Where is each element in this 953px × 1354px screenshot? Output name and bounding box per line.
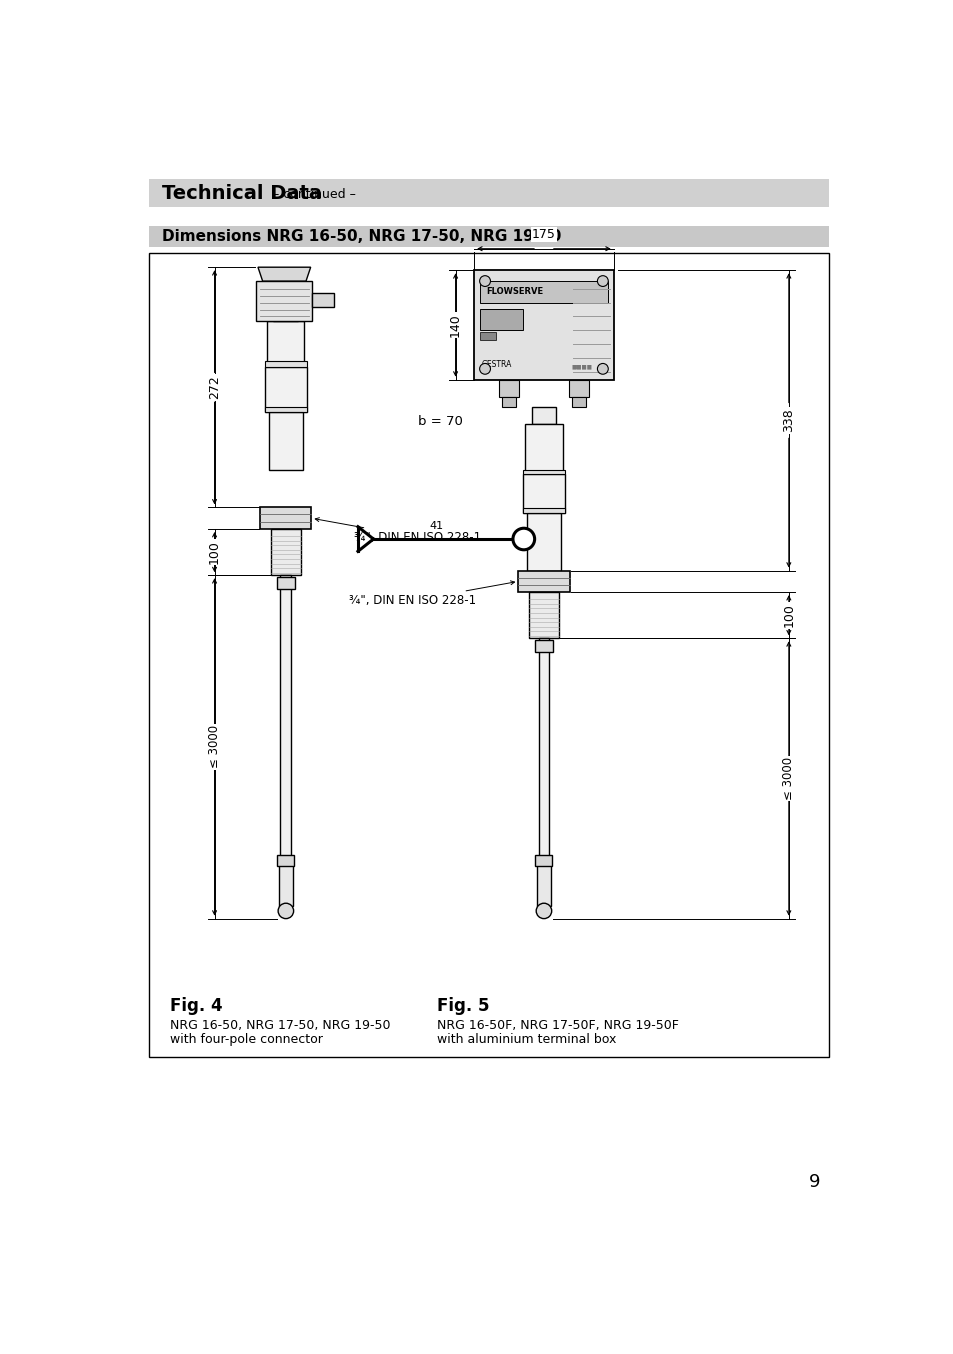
- Bar: [267, 321, 304, 367]
- Text: NRG 16-50, NRG 17-50, NRG 19-50: NRG 16-50, NRG 17-50, NRG 19-50: [170, 1018, 390, 1032]
- Circle shape: [597, 363, 608, 374]
- Text: ¾", DIN EN ISO 228-1: ¾", DIN EN ISO 228-1: [314, 517, 480, 544]
- Text: – continued –: – continued –: [269, 188, 355, 200]
- Text: 9: 9: [808, 1173, 820, 1192]
- Bar: [277, 856, 294, 867]
- Bar: [312, 294, 334, 307]
- Circle shape: [479, 276, 490, 287]
- Bar: [571, 397, 585, 408]
- Polygon shape: [257, 267, 311, 282]
- Bar: [532, 408, 555, 424]
- Bar: [522, 508, 564, 513]
- Text: ≤ 3000: ≤ 3000: [781, 757, 795, 800]
- Circle shape: [479, 363, 490, 374]
- Text: 140: 140: [449, 313, 461, 337]
- Bar: [280, 575, 291, 867]
- Bar: [529, 592, 558, 638]
- Text: 338: 338: [781, 409, 795, 432]
- Bar: [535, 856, 552, 867]
- Bar: [480, 282, 607, 303]
- Text: Fig. 5: Fig. 5: [436, 997, 489, 1016]
- Bar: [501, 397, 516, 408]
- Text: 175: 175: [532, 227, 556, 241]
- Text: 100: 100: [208, 540, 221, 565]
- Text: Dimensions NRG 16-50, NRG 17-50, NRG 19-50: Dimensions NRG 16-50, NRG 17-50, NRG 19-…: [162, 229, 560, 244]
- Bar: [517, 570, 569, 592]
- Bar: [278, 860, 293, 906]
- Text: 100: 100: [781, 604, 795, 627]
- Bar: [265, 408, 307, 412]
- Bar: [537, 860, 550, 906]
- Bar: [149, 226, 828, 248]
- Bar: [276, 577, 294, 589]
- Bar: [526, 513, 560, 570]
- Bar: [256, 282, 312, 321]
- Bar: [522, 470, 564, 474]
- Text: NRG 16-50F, NRG 17-50F, NRG 19-50F: NRG 16-50F, NRG 17-50F, NRG 19-50F: [436, 1018, 679, 1032]
- Bar: [265, 367, 307, 412]
- Bar: [480, 309, 522, 330]
- Bar: [480, 332, 496, 340]
- Text: ■■■■: ■■■■: [571, 364, 592, 370]
- Text: 272: 272: [208, 375, 221, 399]
- Bar: [568, 379, 588, 397]
- Circle shape: [278, 903, 294, 918]
- Text: ¾", DIN EN ISO 228-1: ¾", DIN EN ISO 228-1: [348, 581, 514, 607]
- Bar: [260, 508, 311, 529]
- Text: FLOWSERVE: FLOWSERVE: [486, 287, 543, 297]
- Bar: [269, 412, 303, 470]
- Bar: [525, 424, 562, 474]
- Text: with aluminium terminal box: with aluminium terminal box: [436, 1033, 616, 1045]
- Text: GESTRA: GESTRA: [481, 360, 512, 368]
- Text: Fig. 4: Fig. 4: [170, 997, 222, 1016]
- Text: with four-pole connector: with four-pole connector: [170, 1033, 322, 1045]
- Text: 41: 41: [430, 521, 443, 531]
- Bar: [149, 253, 828, 1057]
- Circle shape: [597, 276, 608, 287]
- Bar: [271, 529, 300, 575]
- Circle shape: [513, 528, 534, 550]
- Bar: [534, 640, 553, 653]
- Bar: [149, 180, 828, 207]
- Circle shape: [536, 903, 551, 918]
- Bar: [474, 271, 613, 379]
- Text: b = 70: b = 70: [417, 414, 462, 428]
- Text: ≤ 3000: ≤ 3000: [208, 726, 221, 769]
- Bar: [522, 474, 564, 513]
- Bar: [498, 379, 518, 397]
- Text: Technical Data: Technical Data: [162, 184, 321, 203]
- Bar: [265, 362, 307, 367]
- Bar: [537, 638, 549, 867]
